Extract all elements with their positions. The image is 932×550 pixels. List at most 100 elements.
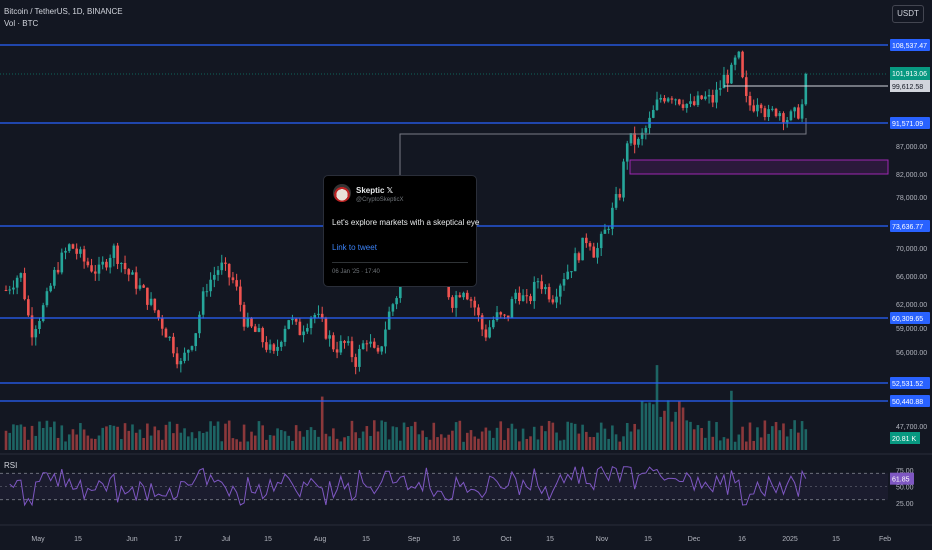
tweet-author-name: Skeptic 𝕏 — [356, 186, 394, 195]
volume-bar — [488, 430, 491, 450]
volume-bar — [194, 438, 198, 450]
volume-bar — [179, 432, 183, 450]
candle-body — [19, 273, 23, 278]
volume-bar — [425, 437, 428, 450]
candle-body — [313, 314, 317, 319]
volume-bar — [707, 420, 711, 450]
volume-bar — [540, 425, 543, 450]
level-badge — [890, 38, 930, 51]
volume-bar — [581, 424, 584, 450]
volume-bar — [186, 436, 190, 450]
candle-body — [521, 295, 525, 302]
candle-body — [324, 318, 328, 339]
candle-body — [306, 328, 309, 332]
candle-body — [458, 295, 462, 298]
volume-bar — [324, 433, 328, 450]
volume-bar — [372, 420, 376, 450]
candle-body — [666, 98, 670, 102]
candle-body — [101, 261, 105, 265]
candle-body — [573, 253, 577, 272]
volume-bar — [730, 390, 733, 450]
volume-bar — [160, 439, 164, 450]
candle-body — [506, 315, 510, 318]
candle-body — [369, 341, 372, 344]
candle-body — [678, 99, 681, 105]
volume-bar — [492, 437, 495, 450]
candle-body — [391, 304, 395, 312]
volume-bar — [172, 433, 175, 450]
time-axis-label: Feb — [879, 536, 891, 543]
volume-bar — [566, 421, 570, 450]
volume-bar — [477, 438, 480, 450]
volume-bar — [774, 422, 778, 450]
candle-body — [473, 300, 477, 308]
volume-bar — [19, 424, 23, 450]
candle-body — [105, 261, 108, 268]
volume-bar — [588, 436, 592, 450]
candle-body — [804, 73, 808, 105]
time-axis-label: May — [31, 536, 45, 543]
candle-body — [525, 295, 529, 297]
candle-body — [23, 273, 26, 300]
volume-bar — [789, 428, 793, 450]
candle-body — [250, 318, 253, 327]
tweet-card[interactable]: Skeptic 𝕏 @CryptoSkepticX Let's explore … — [323, 175, 479, 287]
candle-body — [640, 132, 644, 139]
volume-bar — [421, 430, 424, 450]
candle-body — [198, 314, 201, 334]
volume-bar — [678, 401, 681, 450]
currency-button[interactable]: USDT — [892, 5, 924, 23]
volume-bar — [406, 427, 410, 450]
volume-bar — [771, 426, 774, 450]
candle-body — [179, 360, 183, 365]
volume-bar — [101, 427, 105, 450]
volume-bar — [603, 428, 607, 450]
volume-bar — [384, 421, 387, 450]
volume-bar — [503, 440, 506, 450]
candle-body — [622, 161, 625, 198]
volume-bar — [213, 425, 216, 450]
volume-bar — [674, 411, 677, 450]
candle-body — [562, 279, 566, 286]
volume-bar — [618, 441, 622, 450]
time-axis-label: Nov — [596, 536, 609, 543]
volume-bar — [153, 426, 157, 450]
candle-body — [127, 269, 131, 275]
candle-body — [183, 352, 186, 361]
level-label: 108,537.47 — [892, 43, 927, 50]
volume-bar — [629, 431, 633, 450]
tweet-link[interactable]: Link to tweet — [332, 243, 377, 252]
volume-bar — [265, 439, 268, 450]
volume-bar — [313, 430, 317, 450]
candle-body — [53, 269, 56, 286]
candle-body — [365, 343, 369, 345]
volume-bar — [350, 420, 354, 450]
chart-title: Bitcoin / TetherUS, 1D, BINANCE — [4, 7, 123, 16]
volume-bar — [499, 421, 503, 450]
price-tick-label: 56,000.00 — [896, 350, 927, 357]
candle-body — [116, 245, 119, 264]
candle-body — [659, 97, 663, 100]
candle-body — [477, 307, 480, 316]
candle-body — [67, 244, 71, 251]
volume-bar — [365, 426, 369, 450]
volume-bar — [369, 435, 372, 450]
volume-bar — [711, 436, 715, 450]
candle-body — [291, 318, 294, 321]
candle-body — [663, 97, 666, 102]
candle-body — [644, 127, 648, 133]
candle-body — [800, 104, 804, 119]
candle-body — [220, 262, 224, 271]
volume-bar — [105, 426, 108, 450]
volume-bar — [198, 431, 201, 450]
candle-body — [302, 331, 305, 336]
volume-bar — [670, 421, 674, 450]
candle-body — [633, 133, 636, 145]
candle-body — [387, 311, 391, 330]
candle-body — [670, 98, 674, 100]
volume-bar — [544, 431, 547, 450]
candle-body — [298, 321, 302, 336]
candle-body — [793, 107, 796, 112]
volume-bar — [718, 440, 722, 450]
